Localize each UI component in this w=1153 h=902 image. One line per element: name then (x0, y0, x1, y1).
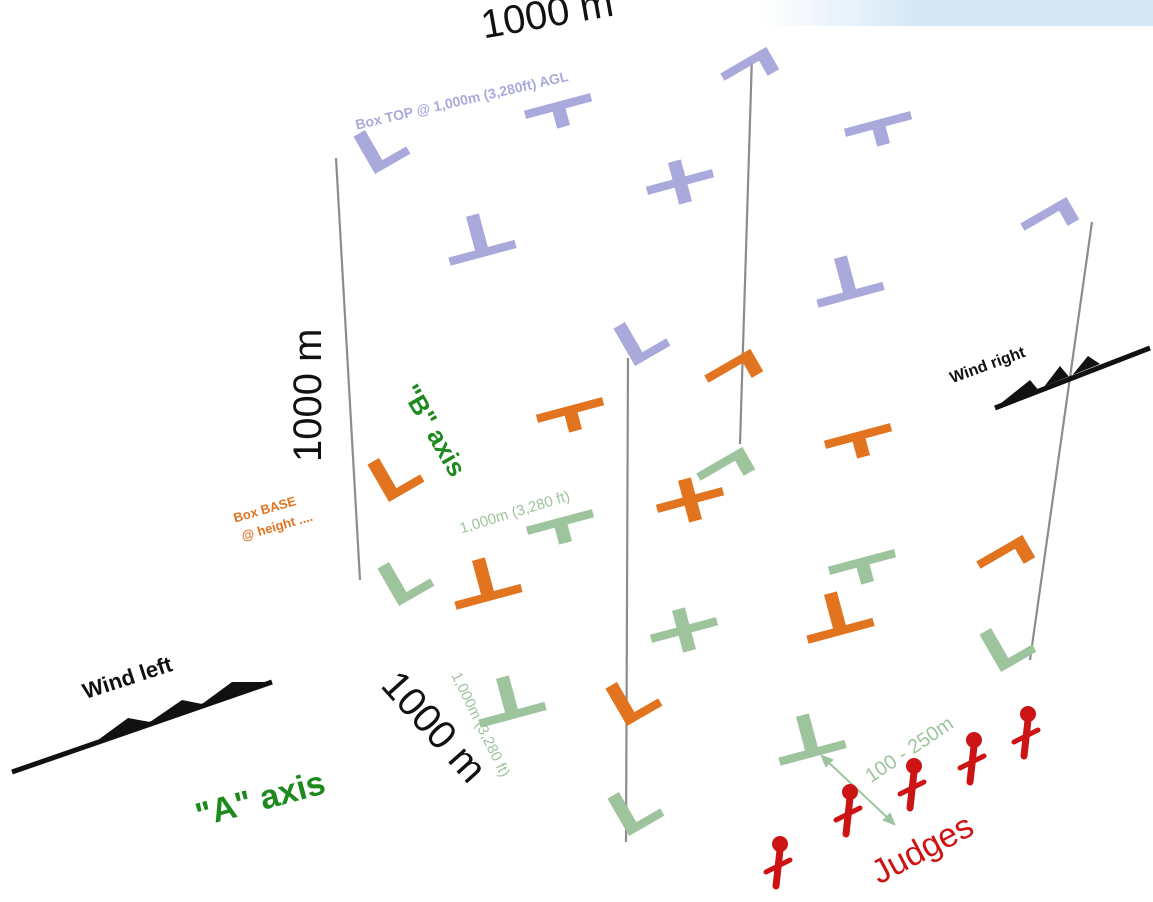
top-marker-invT (448, 213, 517, 266)
judge-figure (763, 836, 793, 890)
ground-marker-T (827, 549, 897, 585)
top-marker-L (353, 129, 411, 175)
judge-figure (833, 784, 863, 838)
distance-arrow (820, 754, 896, 826)
ground-marker-L (377, 561, 435, 607)
ground-marker-T (525, 509, 595, 545)
top-marker-corner (720, 46, 780, 81)
judge-figure (897, 758, 927, 812)
wind-right-arrow (994, 345, 1151, 411)
header-band (760, 0, 1153, 26)
base-marker-plus (655, 477, 725, 523)
judge-figure (957, 732, 987, 786)
markers (353, 46, 1080, 837)
base-marker-L (605, 681, 663, 727)
top-marker-T (523, 93, 593, 129)
base-marker-L (367, 457, 425, 503)
base-marker-T (823, 423, 893, 459)
top-marker-plus (645, 159, 715, 205)
top-marker-invT (816, 255, 885, 308)
wind-left-arrow (11, 679, 273, 775)
ground-marker-invT (478, 675, 547, 728)
base-marker-corner (976, 534, 1036, 569)
base-marker-T (535, 397, 605, 433)
judges-group (763, 706, 1041, 890)
box-frame (334, 55, 1094, 843)
top-marker-L (613, 321, 671, 367)
ground-marker-invT (778, 713, 847, 766)
base-marker-corner (704, 348, 764, 383)
top-marker-T (843, 111, 913, 147)
top-marker-corner (1020, 196, 1080, 231)
base-marker-invT (454, 557, 523, 610)
frame-edge-right (1028, 221, 1094, 661)
base-marker-invT (806, 591, 875, 644)
ground-marker-corner (696, 446, 756, 481)
frame-edge-front (624, 357, 630, 843)
frame-edge-back (738, 55, 754, 445)
ground-marker-L (979, 627, 1037, 673)
dimension-vertical: 1000 m (286, 328, 330, 462)
ground-marker-plus (649, 607, 719, 653)
ground-marker-L (607, 791, 665, 837)
judge-figure (1011, 706, 1041, 760)
frame-edge-left (334, 157, 362, 581)
